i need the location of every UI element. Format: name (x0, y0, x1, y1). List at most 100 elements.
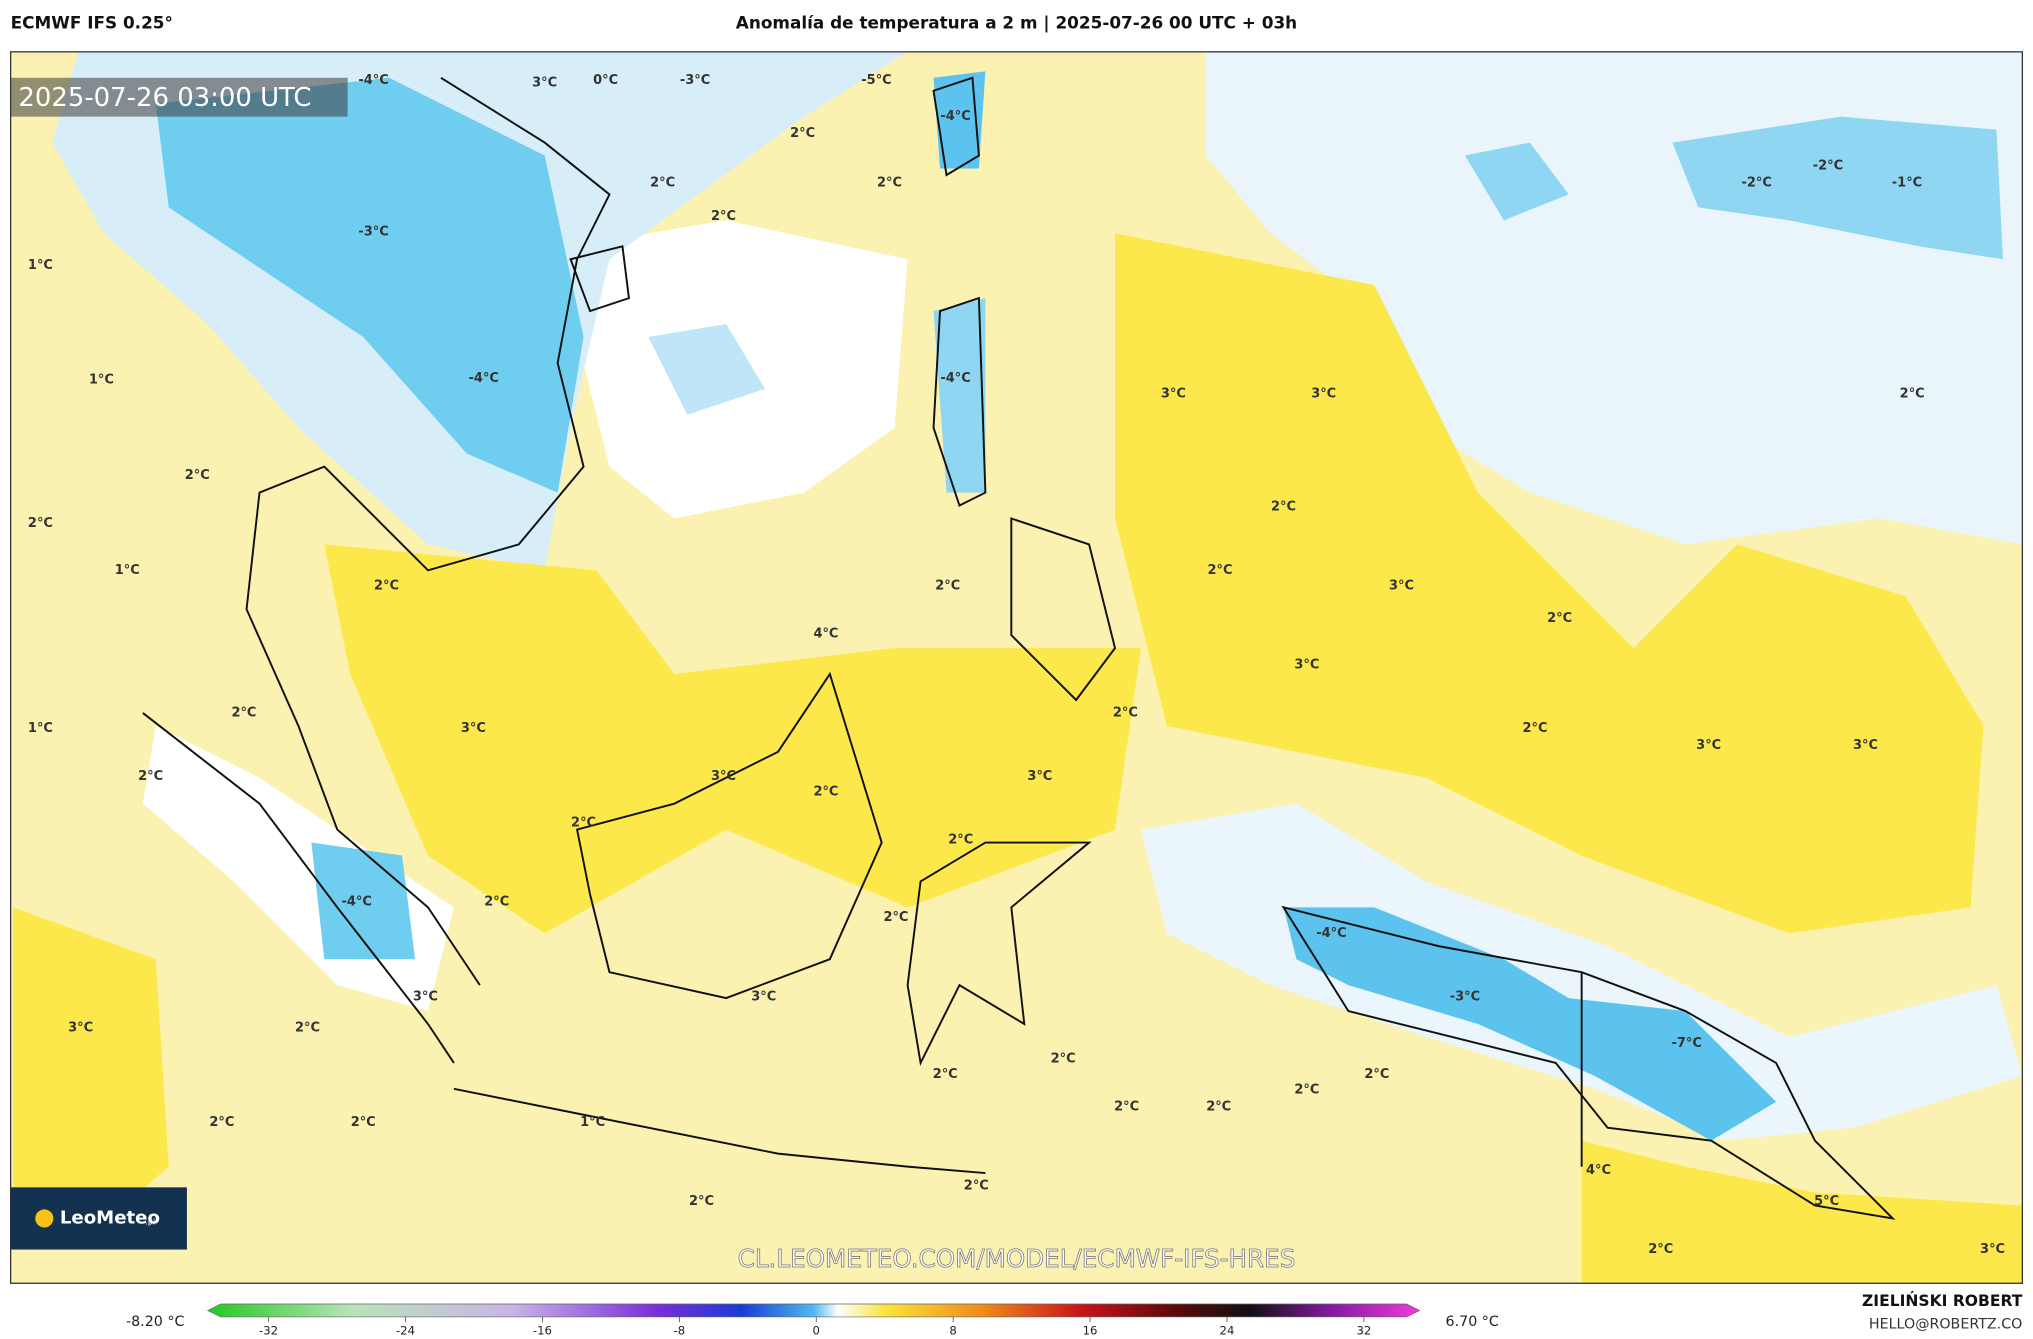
contour-label: 1°C (115, 563, 140, 578)
contour-label: 1°C (580, 1115, 605, 1130)
contour-label: 1°C (89, 372, 114, 387)
contour-label: 3°C (711, 769, 736, 784)
author: ZIELIŃSKI ROBERT (1862, 1291, 2023, 1310)
contour-label: -5°C (861, 73, 891, 88)
contour-label: -2°C (1741, 175, 1771, 190)
contour-label: 2°C (138, 769, 163, 784)
contour-label: -4°C (940, 371, 970, 386)
contour-label: -2°C (1813, 158, 1843, 173)
cold-area (311, 842, 416, 960)
contour-label: -4°C (342, 895, 372, 910)
contour-label: 3°C (1027, 769, 1052, 784)
cold-area (933, 298, 986, 493)
colorbar-tick-label: 16 (1083, 1324, 1098, 1338)
contour-label: 2°C (877, 175, 902, 190)
contour-label: 2°C (1522, 721, 1547, 736)
contour-label: 3°C (1311, 387, 1336, 402)
colorbar-min: -8.20 °C (126, 1314, 185, 1330)
colorbar (206, 1303, 1421, 1318)
contour-label: 3°C (1161, 387, 1186, 402)
colorbar-tick-label: 24 (1220, 1324, 1235, 1338)
timestamp: 2025-07-26 03:00 UTC (18, 83, 311, 113)
contour-label: 1°C (28, 258, 53, 273)
contour-label: 2°C (813, 784, 838, 799)
contour-label: -4°C (1316, 926, 1346, 941)
model-name: ECMWF IFS 0.25° (11, 12, 173, 32)
contour-label: 3°C (1294, 657, 1319, 672)
colorbar-max: 6.70 °C (1446, 1314, 1499, 1330)
contour-label: 3°C (1389, 578, 1414, 593)
contour-label: 2°C (935, 578, 960, 593)
contour-label: 2°C (650, 175, 675, 190)
contour-label: 2°C (351, 1115, 376, 1130)
warm-area (1115, 233, 1984, 934)
contour-label: 3°C (413, 989, 438, 1004)
contour-label: -3°C (680, 73, 710, 88)
contour-label: 2°C (1294, 1083, 1319, 1098)
contour-label: 2°C (1051, 1052, 1076, 1067)
warm-area (324, 544, 1141, 934)
contour-label: 2°C (790, 126, 815, 141)
contour-label: 2°C (1271, 499, 1296, 514)
contour-label: -4°C (469, 371, 499, 386)
contour-label: 2°C (1206, 1099, 1231, 1114)
contour-label: 3°C (68, 1020, 93, 1035)
colorbar-tick-label: 0 (813, 1324, 820, 1338)
cold-area (1464, 142, 1569, 221)
contour-label: 2°C (964, 1179, 989, 1194)
contour-label: -3°C (358, 225, 388, 240)
colorbar-tick-label: 8 (949, 1324, 956, 1338)
contour-label: 2°C (1364, 1067, 1389, 1082)
colorbar-ticks: -32 -24 -16 -8 0 8 16 24 32 (259, 1316, 1371, 1338)
contour-label: 3°C (461, 721, 486, 736)
cool-area (648, 324, 766, 415)
colorbar-tick-label: 32 (1356, 1324, 1371, 1338)
contour-label: 2°C (689, 1194, 714, 1209)
contour-label: 2°C (28, 516, 53, 531)
cold-area (1672, 116, 2003, 260)
contour-label: 2°C (374, 578, 399, 593)
logo-text: LeoMeteo (60, 1207, 160, 1228)
contour-label: 2°C (1208, 563, 1233, 578)
cold-area (1283, 907, 1777, 1141)
contour-label: 2°C (1648, 1242, 1673, 1257)
contour-label: 2°C (295, 1020, 320, 1035)
contour-labels: -4°C 3°C 0°C -3°C -5°C -4°C 2°C 2°C 2°C 2°C -3°C 1°… (28, 73, 2005, 1257)
map-frame (9, 51, 2024, 1284)
cold-area (933, 71, 986, 169)
colorbar-tick-label: -8 (674, 1324, 686, 1338)
contour-label: 2°C (571, 816, 596, 831)
contour-label: 3°C (532, 75, 557, 90)
contour-label: 2°C (883, 910, 908, 925)
contour-label: -7°C (1671, 1036, 1701, 1051)
contour-label: 0°C (593, 73, 618, 88)
contour-label: 2°C (1547, 611, 1572, 626)
contour-label: 2°C (948, 832, 973, 847)
contour-label: 3°C (1980, 1242, 2005, 1257)
contour-label: 3°C (1696, 738, 1721, 753)
warm-area (1581, 1140, 2023, 1284)
contour-label: 2°C (209, 1115, 234, 1130)
coastlines (142, 76, 1896, 1220)
logo-suffix: .pl (145, 1217, 155, 1226)
warm-area (13, 907, 169, 1245)
contour-label: 2°C (484, 895, 509, 910)
contour-label: 1°C (28, 721, 53, 736)
contour-label: 2°C (185, 468, 210, 483)
contour-label: 5°C (1814, 1194, 1839, 1209)
map (10, 51, 2023, 1284)
logo-sun (35, 1209, 54, 1228)
email: HELLO@ROBERTZ.CO (1869, 1317, 2022, 1333)
contour-label: -4°C (358, 73, 388, 88)
colorbar-tick-label: -32 (259, 1324, 278, 1338)
title: Anomalía de temperatura a 2 m | 2025-07-… (736, 12, 1297, 32)
contour-label: 4°C (813, 626, 838, 641)
contour-label: -4°C (940, 109, 970, 124)
watermark: CL.LEOMETEO.COM/MODEL/ECMWF-IFS-HRES (738, 1244, 1296, 1273)
cold-area (155, 77, 584, 493)
contour-label: 3°C (751, 989, 776, 1004)
contour-label: 3°C (1853, 738, 1878, 753)
colorbar-tick-label: -24 (396, 1324, 415, 1338)
contour-label: 4°C (1586, 1163, 1611, 1178)
